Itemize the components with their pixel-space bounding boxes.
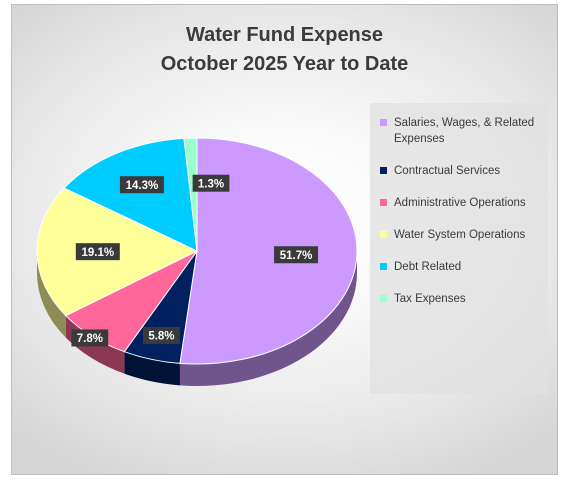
pie-side-0 <box>179 251 357 386</box>
legend-swatch <box>380 167 387 174</box>
legend-swatch <box>380 263 387 270</box>
data-label-3: 19.1% <box>75 243 120 261</box>
legend-label: Salaries, Wages, & Related Expenses <box>394 117 535 145</box>
data-label-box <box>274 246 319 264</box>
data-label-text: 51.7% <box>280 250 313 262</box>
chart-title-line-2: October 2025 Year to Date <box>160 53 409 75</box>
legend-swatch <box>380 231 387 238</box>
data-label-text: 14.3% <box>126 180 159 192</box>
pie-slice-4 <box>63 137 198 252</box>
pie-chart: 51.7% 5.8% 7.8% 19.1% 14.3% 1.3% <box>36 137 358 386</box>
pie-side-1 <box>124 351 180 386</box>
chart-title-line-1: Water Fund Expense <box>185 24 384 46</box>
data-label-2: 7.8% <box>71 329 109 347</box>
data-label-5: 1.3% <box>192 174 230 192</box>
data-labels: 51.7% 5.8% 7.8% 19.1% 14.3% 1.3% <box>71 174 319 347</box>
legend-label: Debt Related <box>394 261 462 273</box>
data-label-box <box>75 243 120 261</box>
pie-side-3 <box>37 251 66 338</box>
legend-swatch <box>380 199 387 206</box>
data-label-0: 51.7% <box>274 246 319 264</box>
legend-label: Contractual Services <box>394 165 501 177</box>
legend-item-1: Contractual Services <box>380 163 540 179</box>
data-label-text: 1.3% <box>198 178 224 190</box>
data-label-text: 7.8% <box>77 333 103 345</box>
data-label-text: 19.1% <box>81 247 114 259</box>
legend-swatch <box>380 295 387 302</box>
data-label-1: 5.8% <box>143 326 180 344</box>
data-label-4: 14.3% <box>119 176 164 194</box>
legend-swatch <box>380 119 387 126</box>
legend-item-4: Debt Related <box>380 259 540 275</box>
chart-area: Water Fund Expense October 2025 Year to … <box>11 4 558 475</box>
legend-item-2: Administrative Operations <box>380 195 540 211</box>
legend-item-3: Water System Operations <box>380 227 540 243</box>
data-label-box <box>71 329 109 347</box>
legend-item-0: Salaries, Wages, & Related Expenses <box>380 115 540 147</box>
legend-label: Water System Operations <box>394 229 526 241</box>
data-label-box <box>143 326 180 344</box>
data-label-box <box>119 176 164 194</box>
legend: Salaries, Wages, & Related Expenses Contr… <box>370 103 548 394</box>
legend-item-5: Tax Expenses <box>380 291 540 307</box>
legend-label: Administrative Operations <box>394 197 526 209</box>
data-label-text: 5.8% <box>148 331 174 343</box>
legend-label: Tax Expenses <box>394 293 466 305</box>
chart-title: Water Fund Expense October 2025 Year to … <box>12 21 557 79</box>
pie-slice-0 <box>179 137 358 365</box>
data-label-box <box>192 174 230 192</box>
pie-slice-5 <box>183 137 198 252</box>
